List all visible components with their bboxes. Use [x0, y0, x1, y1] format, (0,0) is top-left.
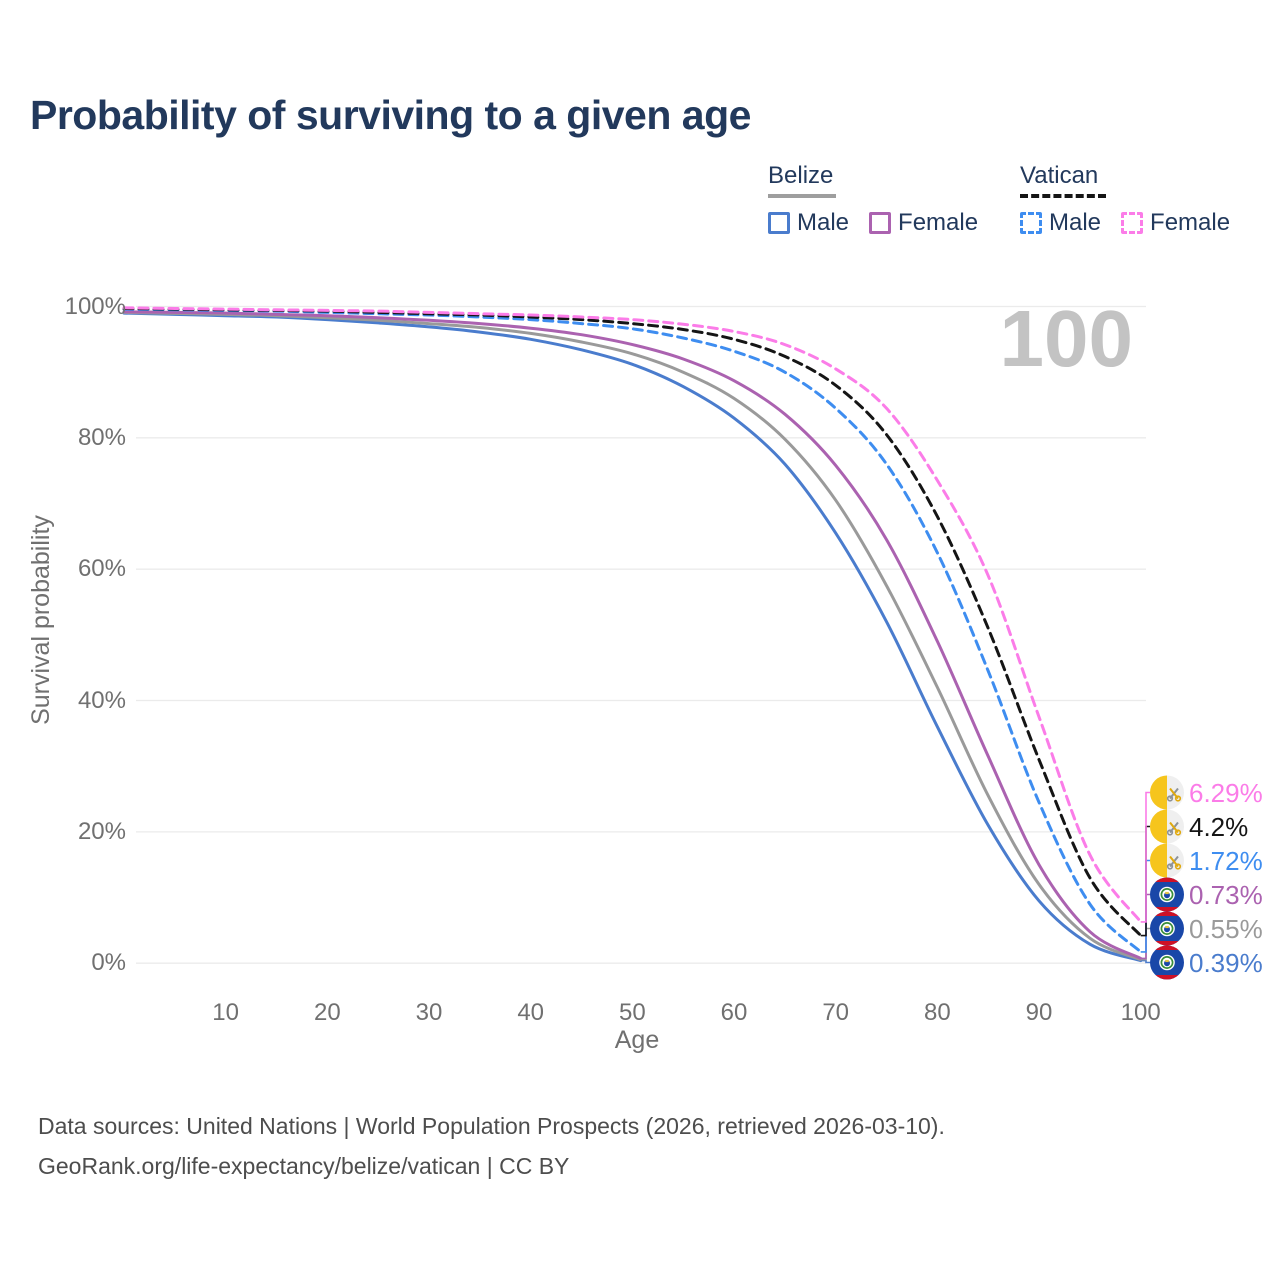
x-tick-label: 80 — [924, 999, 951, 1026]
series-line-vatican-male — [122, 307, 1143, 954]
legend-item-vatican-female[interactable]: Female — [1121, 209, 1230, 237]
legend-item-vatican-male[interactable]: Male — [1020, 209, 1101, 237]
legend-country-vatican: Vatican — [1020, 162, 1099, 189]
x-tick-label: 90 — [1025, 999, 1053, 1026]
page-title: Probability of surviving to a given age — [30, 92, 751, 138]
vatican-flag-icon — [1150, 843, 1184, 878]
belize-flag-icon — [1150, 911, 1184, 946]
x-tick-label: 40 — [517, 999, 545, 1026]
y-tick-label: 20% — [77, 817, 126, 845]
vatican-flag-icon — [1150, 775, 1184, 810]
belize-female-swatch-icon — [869, 212, 892, 234]
footer: Data sources: United Nations | World Pop… — [38, 1106, 945, 1186]
x-tick-label: 70 — [822, 999, 850, 1026]
x-tick-label: 50 — [618, 999, 646, 1026]
legend-item-label: Female — [1150, 209, 1231, 236]
series-line-vatican-both-sexes — [122, 307, 1143, 938]
series-line-belize-male — [122, 311, 1143, 963]
x-axis-title: Age — [614, 1026, 660, 1054]
end-label-connector — [1140, 791, 1152, 923]
attribution-text: GeoRank.org/life-expectancy/belize/vatic… — [38, 1153, 570, 1179]
x-tick-label: 30 — [415, 999, 443, 1026]
y-axis-title: Survival probability — [27, 515, 55, 725]
vatican-female-swatch-icon — [1121, 212, 1144, 234]
legend-line-style-vatican — [1020, 194, 1106, 198]
x-tick-label: 60 — [720, 999, 748, 1026]
end-label-belize-female: 0.73% — [1189, 879, 1263, 910]
legend-line-style-belize — [768, 194, 836, 198]
legend-group-vatican: Vatican Male Female — [1020, 162, 1230, 237]
series-line-belize-female — [122, 310, 1143, 960]
y-tick-label: 100% — [64, 292, 126, 320]
x-tick-label: 100 — [1120, 999, 1161, 1026]
y-tick-label: 80% — [77, 423, 126, 451]
end-label-belize-male: 0.39% — [1189, 947, 1263, 978]
legend-item-label: Female — [898, 209, 979, 236]
data-sources-text: Data sources: United Nations | World Pop… — [38, 1113, 945, 1139]
x-tick-label: 20 — [313, 999, 341, 1026]
end-label-vatican-male: 1.72% — [1189, 845, 1263, 876]
belize-flag-icon — [1150, 877, 1184, 912]
belize-male-swatch-icon — [768, 212, 790, 234]
legend-item-label: Male — [797, 209, 850, 236]
belize-flag-icon — [1150, 945, 1184, 980]
end-label-vatican-female: 6.29% — [1189, 777, 1263, 808]
end-label-connector — [1140, 959, 1152, 964]
hover-age-annotation: 100 — [999, 294, 1133, 383]
vatican-male-swatch-icon — [1020, 212, 1042, 234]
end-label-belize-both-sexes: 0.55% — [1189, 913, 1263, 944]
end-label-vatican-both-sexes: 4.2% — [1189, 811, 1249, 842]
y-tick-label: 60% — [77, 555, 126, 583]
legend-group-belize: Belize Male Female — [768, 162, 978, 237]
y-tick-label: 0% — [91, 949, 126, 977]
y-tick-label: 40% — [77, 686, 126, 714]
vatican-flag-icon — [1150, 809, 1184, 844]
x-tick-label: 10 — [212, 999, 239, 1026]
series-line-belize-both-sexes — [122, 310, 1143, 962]
legend-item-belize-male[interactable]: Male — [768, 209, 849, 237]
legend-item-label: Male — [1049, 209, 1102, 236]
legend-item-belize-female[interactable]: Female — [869, 209, 978, 237]
series-line-vatican-female — [122, 306, 1143, 924]
legend-country-belize: Belize — [768, 162, 834, 189]
